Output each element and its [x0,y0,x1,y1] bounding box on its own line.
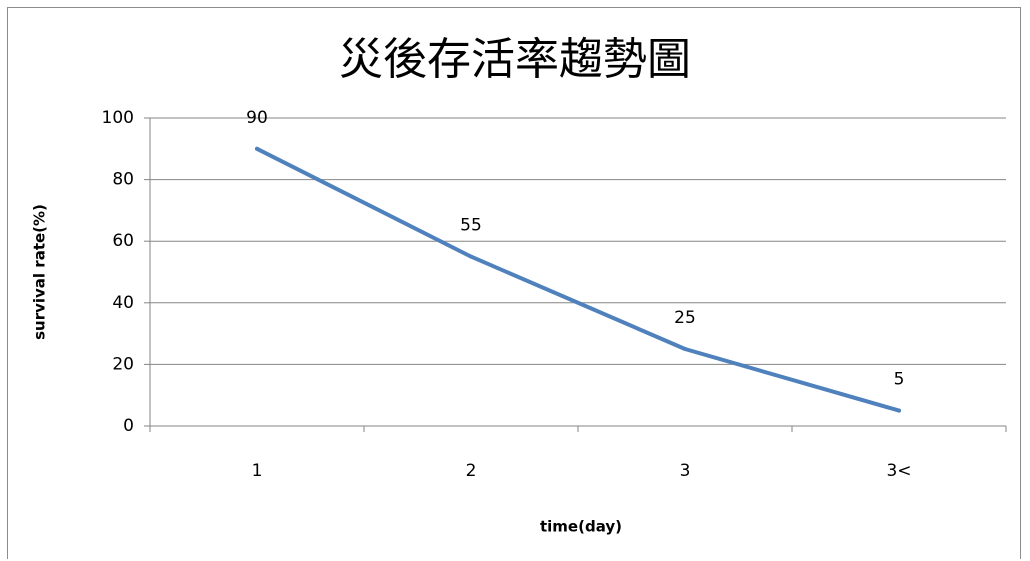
y-tick-label: 0 [123,416,134,436]
x-tick-label: 1 [252,461,263,481]
y-axis-title: survival rate(%) [31,204,49,340]
series-line [255,146,901,413]
series [255,146,901,413]
axes [144,117,1007,432]
chart-area [7,7,1021,559]
y-tick-label: 20 [112,354,134,374]
data-label: 5 [894,370,905,390]
x-tick-label: 2 [466,461,477,481]
data-point [469,254,473,259]
x-tick-label: 3< [886,461,911,481]
data-point [683,347,687,351]
data-labels: 90 55 25 5 [246,108,904,390]
y-tick-label: 100 [102,108,134,128]
data-label: 55 [460,216,482,236]
x-tick-labels: 1 2 3 3< [252,461,912,481]
y-tick-label: 80 [112,170,134,190]
chart-title: 災後存活率趨勢圖 [339,34,691,85]
data-point [255,146,259,151]
data-label: 25 [674,308,696,328]
x-axis-title: time(day) [540,518,622,536]
data-label: 90 [246,108,268,128]
x-tick-label: 3 [680,461,691,481]
y-tick-label: 60 [112,231,134,251]
y-tick-labels: 0 20 40 60 80 100 [102,108,134,436]
gridlines [150,117,1006,365]
data-point [897,408,901,413]
y-tick-label: 40 [112,293,134,313]
